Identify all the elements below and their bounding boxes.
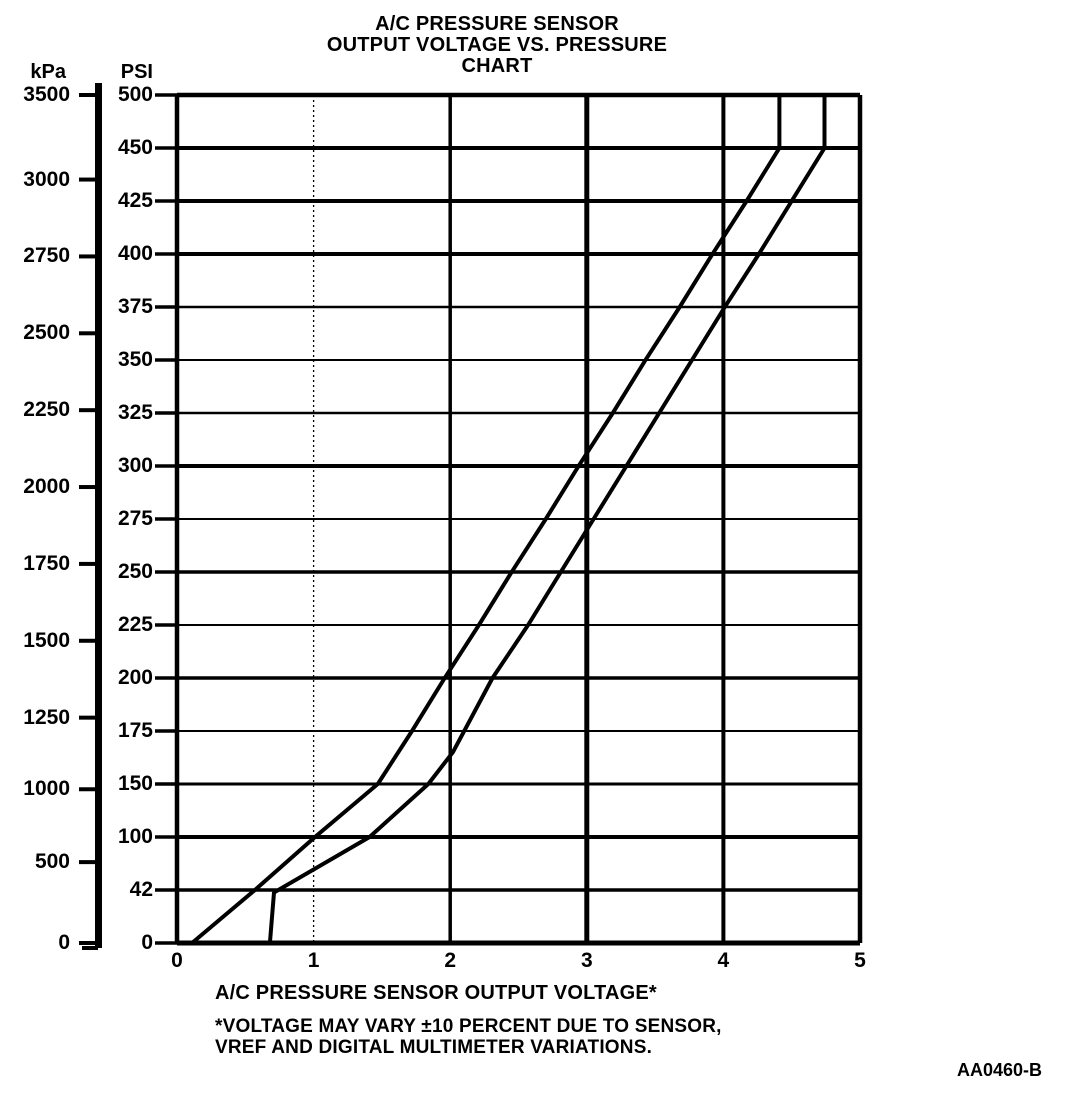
voltage-variance-footnote: *VOLTAGE MAY VARY ±10 PERCENT DUE TO SEN… [215,1016,722,1058]
psi-tick-label: 250 [117,560,153,583]
voltage-tick-label: 1 [307,949,320,972]
chart-title: A/C PRESSURE SENSOR OUTPUT VOLTAGE VS. P… [197,14,797,77]
psi-tick-label: 150 [117,772,153,795]
kpa-tick-label: 3000 [23,167,70,191]
kpa-tick-label: 2000 [23,475,70,499]
kpa-tick-label: 0 [58,931,70,954]
psi-tick-label: 100 [117,825,153,848]
kpa-tick-label: 1500 [23,628,70,652]
psi-tick-label: 500 [117,83,153,106]
chart-title-line-2: OUTPUT VOLTAGE VS. PRESSURE [326,34,668,56]
psi-tick-label: 275 [117,507,153,530]
footnote-line-2: VREF AND DIGITAL MULTIMETER VARIATIONS. [215,1037,653,1058]
psi-tick-label: 42 [129,878,153,901]
voltage-tick-label: 0 [171,949,183,972]
chart-title-line-3: CHART [461,55,533,77]
kpa-tick-label: 2750 [23,244,70,268]
chart-title-line-1: A/C PRESSURE SENSOR [375,13,619,35]
kpa-tick-label: 1250 [23,705,70,729]
figure-code: AA0460-B [956,1060,1042,1080]
psi-tick-label: 350 [117,348,153,371]
kpa-tick-label: 500 [34,850,70,874]
psi-tick-label: 300 [117,454,153,477]
psi-tick-label: 0 [141,931,153,954]
kpa-axis-unit-label: kPa [30,61,66,83]
lower-voltage-limit-line [190,93,782,945]
kpa-tick-label: 1000 [23,777,70,801]
kpa-tick-label: 1750 [23,551,70,575]
psi-tick-label: 375 [117,295,153,318]
psi-tick-label: 200 [117,666,153,689]
upper-voltage-limit-line [267,93,827,945]
footnote-line-1: *VOLTAGE MAY VARY ±10 PERCENT DUE TO SEN… [215,1016,722,1037]
voltage-tick-label: 5 [854,949,866,972]
kpa-tick-label: 2500 [23,321,70,345]
voltage-tick-label: 2 [444,949,457,972]
voltage-tick-label: 3 [580,949,593,972]
psi-tick-label: 400 [117,242,153,265]
psi-tick-label: 425 [117,189,153,212]
x-axis-caption: A/C PRESSURE SENSOR OUTPUT VOLTAGE* [215,982,657,1004]
psi-axis-unit-label: PSI [120,61,153,83]
voltage-tick-label: 4 [717,949,730,972]
psi-tick-label: 325 [117,401,153,424]
psi-tick-label: 450 [117,136,153,159]
kpa-tick-label: 2250 [23,398,70,422]
psi-tick-label: 225 [117,613,153,636]
psi-tick-label: 175 [117,719,153,742]
kpa-tick-label: 3500 [23,83,70,106]
